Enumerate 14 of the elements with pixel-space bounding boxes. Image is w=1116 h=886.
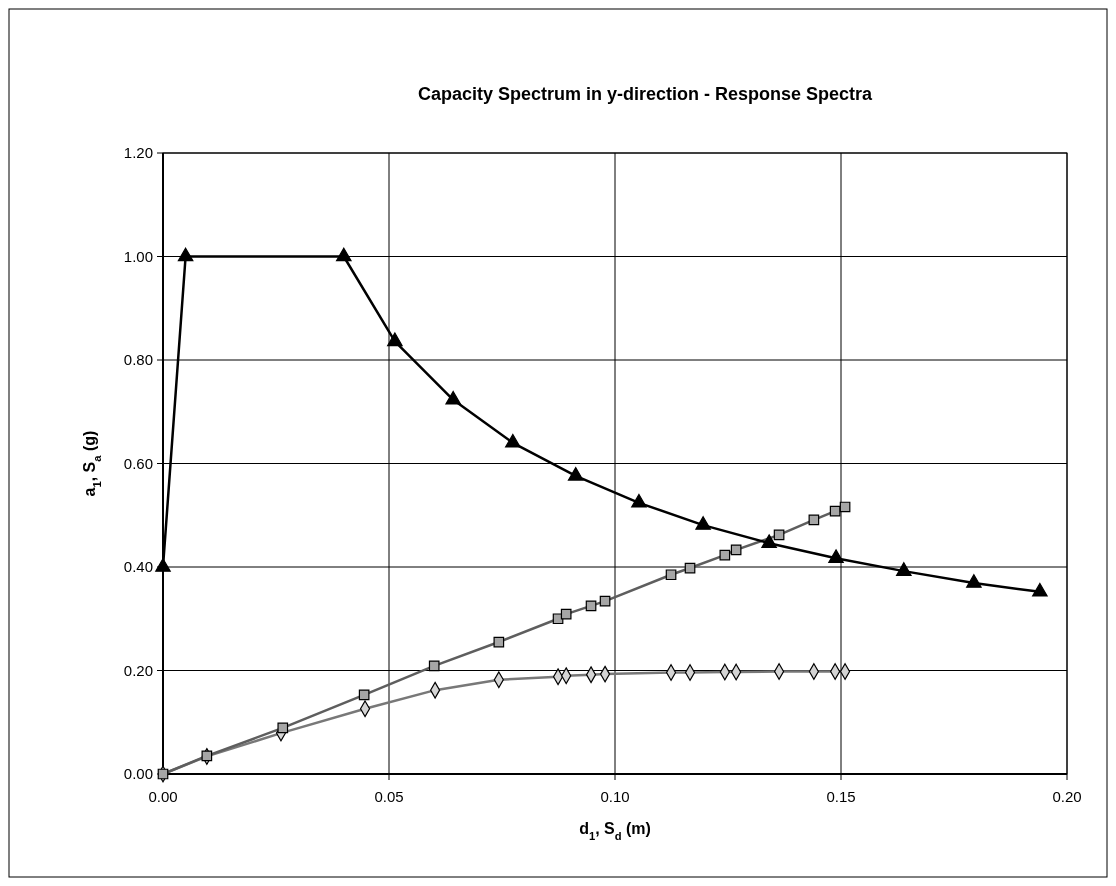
y-tick-label: 0.00 [123,765,153,783]
x-tick-label: 0.15 [826,788,856,805]
y-tick-label: 0.60 [123,454,153,472]
x-tick-label: 0.05 [374,788,404,805]
chart-title: Capacity Spectrum in y-direction - Response Spectra [417,84,874,104]
y-tick-label: 0.20 [123,661,153,679]
x-axis-title: d$_{1}$, S$_{d}$ (m) [579,820,651,842]
y-tick-label: 0.40 [123,558,153,576]
y-tick-label: 1.00 [123,247,153,265]
x-tick-label: 0.20 [1052,788,1082,805]
x-tick-label: 0.00 [148,788,178,805]
y-tick-label: 1.20 [123,144,153,162]
x-tick-label: 0.10 [600,788,630,805]
y-tick-label: 0.80 [123,351,153,369]
